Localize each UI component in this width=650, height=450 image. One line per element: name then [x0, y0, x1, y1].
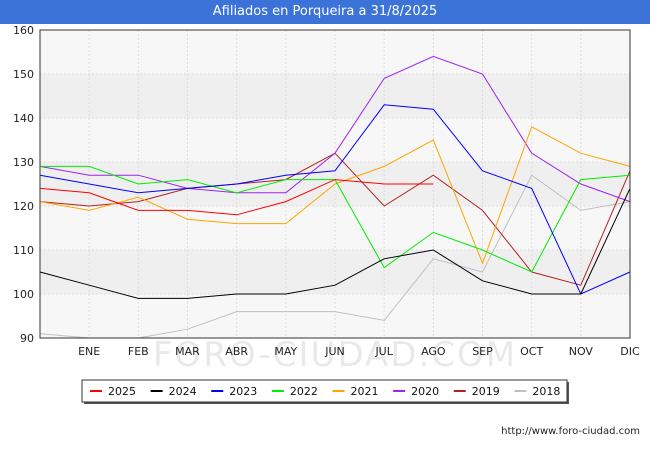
legend-label-2019: 2019	[472, 385, 500, 398]
legend-label-2018: 2018	[532, 385, 560, 398]
x-tick-label: JUN	[324, 345, 345, 358]
y-tick-label: 130	[13, 156, 34, 169]
x-tick-label: DIC	[620, 345, 640, 358]
x-tick-label: JUL	[374, 345, 393, 358]
x-tick-label: NOV	[569, 345, 594, 358]
source-url: http://www.foro-ciudad.com	[501, 426, 640, 437]
legend-label-2020: 2020	[411, 385, 439, 398]
legend-label-2023: 2023	[229, 385, 257, 398]
series-line-2024	[39, 188, 631, 299]
y-tick-label: 110	[13, 244, 34, 257]
x-tick-label: AGO	[421, 345, 446, 358]
series-line-2021	[39, 126, 631, 265]
axes: 90 100 110 120 130 140 150 160 ENE FEB MAR ABR MAY JU…	[13, 24, 640, 358]
y-tick-label: 100	[13, 288, 34, 301]
legend: 2025 2024 2023 2022 2021 2020 2019 2018	[81, 379, 569, 404]
plot-border	[39, 29, 631, 339]
series-line-2025	[39, 179, 434, 216]
y-tick-label: 150	[13, 68, 34, 81]
series-lines	[39, 55, 631, 339]
x-tick-label: OCT	[520, 345, 543, 358]
y-tick-label: 90	[20, 332, 34, 345]
series-line-2020	[39, 55, 631, 203]
y-tick-label: 120	[13, 200, 34, 213]
legend-label-2022: 2022	[290, 385, 318, 398]
chart-title: Afiliados en Porqueira a 31/8/2025	[0, 0, 650, 24]
x-tick-label: FEB	[128, 345, 149, 358]
y-tick-label: 160	[13, 24, 34, 37]
series-line-2023	[39, 104, 631, 295]
x-tick-label: SEP	[472, 345, 493, 358]
y-tick-label: 140	[13, 112, 34, 125]
x-tick-label: ABR	[225, 345, 248, 358]
legend-label-2021: 2021	[351, 385, 379, 398]
watermark: FORO-CIUDAD.COM	[153, 335, 517, 375]
legend-box	[81, 379, 568, 403]
x-tick-label: MAY	[274, 345, 297, 358]
x-tick-label: ENE	[78, 345, 100, 358]
legend-label-2024: 2024	[169, 385, 197, 398]
x-tick-label: MAR	[175, 345, 200, 358]
legend-label-2025: 2025	[108, 385, 136, 398]
